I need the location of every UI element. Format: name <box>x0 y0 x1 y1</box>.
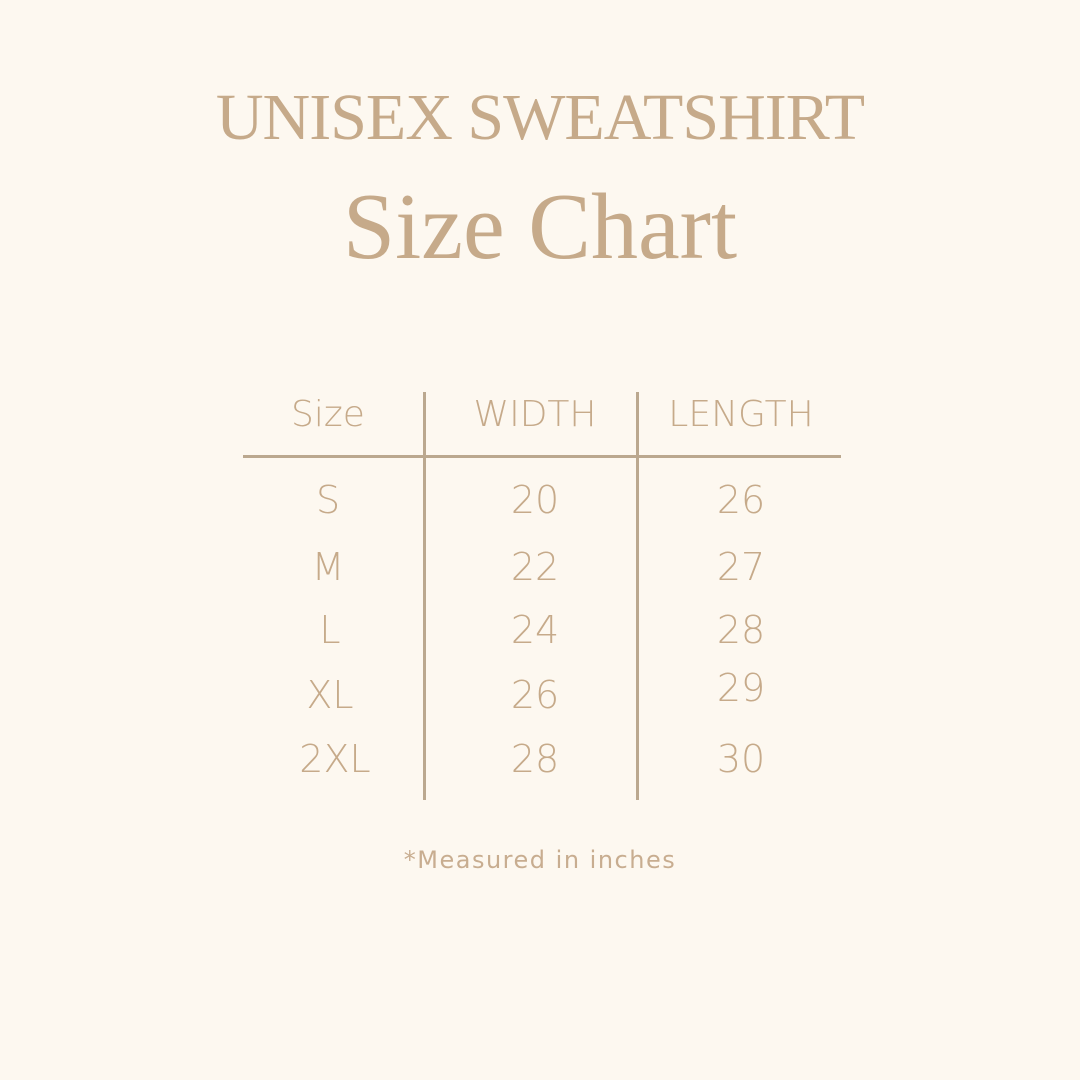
cell-width: 24 <box>510 608 560 652</box>
column-divider <box>636 392 639 800</box>
cell-length: 27 <box>716 545 766 589</box>
cell-width: 20 <box>510 478 560 522</box>
cell-size: XL <box>306 673 354 717</box>
header-length: LENGTH <box>668 394 814 435</box>
column-divider <box>423 392 426 800</box>
page-title: UNISEX SWEATSHIRT <box>215 81 865 154</box>
cell-length: 26 <box>716 478 766 522</box>
header-divider <box>243 455 841 458</box>
cell-length: 30 <box>716 737 766 781</box>
cell-length: 29 <box>716 666 766 710</box>
cell-width: 22 <box>510 545 560 589</box>
cell-width: 28 <box>510 737 560 781</box>
cell-size: L <box>319 608 341 652</box>
header-width: WIDTH <box>473 394 597 435</box>
cell-size: S <box>315 478 341 522</box>
cell-size: M <box>311 545 345 589</box>
cell-length: 28 <box>716 608 766 652</box>
footnote: *Measured in inches <box>403 846 677 874</box>
cell-width: 26 <box>510 673 560 717</box>
page-subtitle: Size Chart <box>342 175 738 279</box>
cell-size: 2XL <box>299 737 371 781</box>
header-size: Size <box>291 394 365 435</box>
